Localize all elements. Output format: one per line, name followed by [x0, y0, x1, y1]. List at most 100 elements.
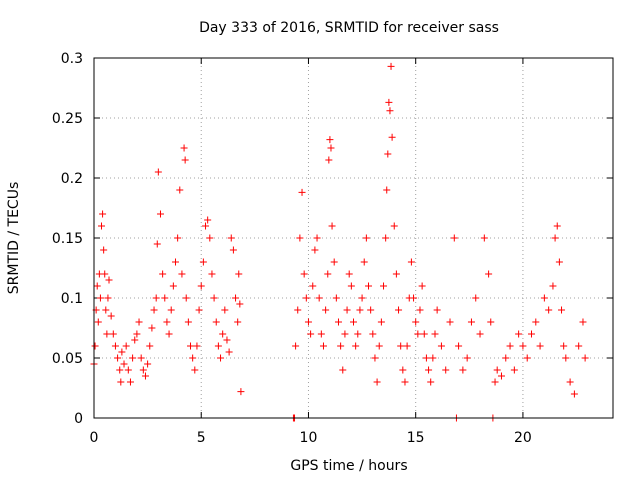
data-point [407, 258, 415, 266]
data-point [156, 210, 164, 218]
data-point [570, 390, 578, 398]
data-point [388, 133, 396, 141]
data-point [362, 234, 370, 242]
data-point [129, 354, 137, 362]
data-point [560, 342, 568, 350]
data-point [510, 366, 518, 374]
data-point [116, 366, 124, 374]
data-point [298, 188, 306, 196]
y-tick-label: 0.15 [52, 231, 83, 247]
data-point [383, 186, 391, 194]
data-point [540, 294, 548, 302]
data-point [332, 294, 340, 302]
x-tick-label: 15 [407, 430, 425, 446]
y-tick-label: 0 [74, 411, 83, 427]
data-point [319, 342, 327, 350]
data-point [204, 216, 212, 224]
y-axis-label: SRMTID / TECUs [6, 182, 22, 295]
data-point [558, 306, 566, 314]
data-point [493, 366, 501, 374]
data-point [341, 330, 349, 338]
data-point [566, 378, 574, 386]
data-point [487, 318, 495, 326]
data-point [208, 270, 216, 278]
data-point [221, 306, 229, 314]
axis-ticks: 0 5 10 15 20 0 0.05 0.1 0.15 0.2 0.25 0.3 [52, 51, 613, 446]
data-point [382, 234, 390, 242]
x-axis-label: GPS time / hours [290, 458, 407, 474]
data-point [446, 318, 454, 326]
data-point [311, 246, 319, 254]
data-point [122, 342, 130, 350]
data-point [117, 378, 125, 386]
data-point [480, 234, 488, 242]
data-point [326, 136, 334, 144]
data-point [169, 282, 177, 290]
data-point [442, 366, 450, 374]
data-point [459, 366, 467, 374]
data-point [131, 336, 139, 344]
data-point [150, 306, 158, 314]
data-point [236, 300, 244, 308]
data-point [191, 366, 199, 374]
data-point [307, 330, 315, 338]
data-point [519, 342, 527, 350]
data-point [337, 342, 345, 350]
data-point [225, 348, 233, 356]
data-point [356, 306, 364, 314]
data-point [431, 330, 439, 338]
data-point [476, 330, 484, 338]
data-point [581, 354, 589, 362]
data-point [354, 330, 362, 338]
data-point [174, 234, 182, 242]
data-point [385, 98, 393, 106]
data-point [575, 342, 583, 350]
data-point [193, 342, 201, 350]
data-point [343, 306, 351, 314]
data-point [223, 336, 231, 344]
data-point [325, 156, 333, 164]
data-point [159, 270, 167, 278]
data-point [126, 378, 134, 386]
data-point [416, 306, 424, 314]
data-point [315, 294, 323, 302]
data-point [152, 294, 160, 302]
data-point [181, 156, 189, 164]
data-point [491, 378, 499, 386]
data-point [300, 270, 308, 278]
data-point [429, 354, 437, 362]
y-tick-label: 0.3 [61, 51, 83, 67]
data-point [104, 294, 112, 302]
data-point [103, 330, 111, 338]
data-point [91, 342, 99, 350]
data-point [180, 144, 188, 152]
data-point [195, 306, 203, 314]
data-point [109, 330, 117, 338]
data-point [345, 270, 353, 278]
data-point [455, 342, 463, 350]
data-point [322, 306, 330, 314]
data-point [302, 294, 310, 302]
data-point [334, 318, 342, 326]
data-point [210, 294, 218, 302]
data-point [386, 107, 394, 115]
data-point [497, 372, 505, 380]
data-point [144, 360, 152, 368]
data-point [437, 342, 445, 350]
data-point [375, 342, 383, 350]
data-point [502, 354, 510, 362]
data-point [165, 330, 173, 338]
data-point [536, 342, 544, 350]
data-point [227, 234, 235, 242]
data-point [98, 222, 106, 230]
data-point [317, 330, 325, 338]
data-point [304, 318, 312, 326]
data-point [137, 354, 145, 362]
data-point [450, 234, 458, 242]
data-point [523, 354, 531, 362]
data-point [425, 366, 433, 374]
data-point [309, 282, 317, 290]
data-point [401, 378, 409, 386]
